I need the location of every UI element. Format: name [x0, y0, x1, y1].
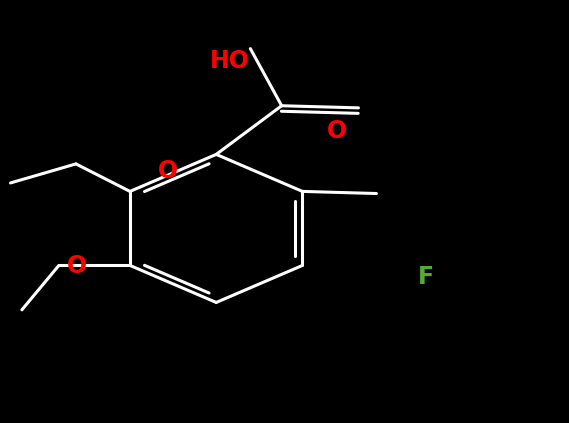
Text: O: O [327, 119, 347, 143]
Text: O: O [158, 159, 178, 183]
Text: F: F [418, 265, 434, 289]
Text: O: O [67, 255, 87, 278]
Text: HO: HO [209, 49, 249, 73]
